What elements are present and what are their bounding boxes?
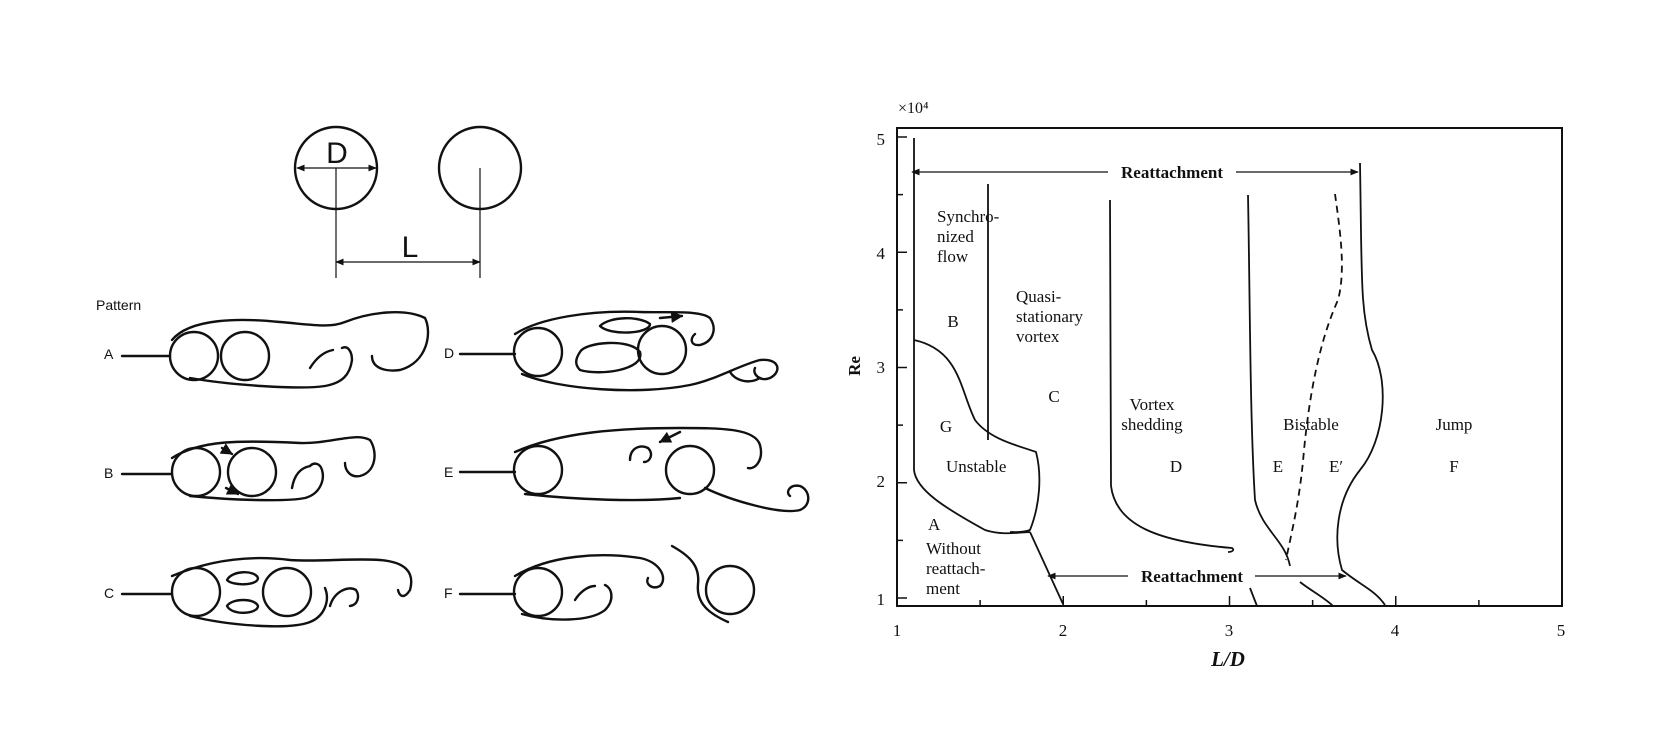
regime-map: 1 2 3 4 5 1 2 3 4 5 ×10⁴ L/D Re Reattach… bbox=[845, 100, 1565, 671]
pattern-label-b: B bbox=[104, 465, 113, 481]
region-f-label: F bbox=[1449, 457, 1458, 476]
region-eprime-label: E′ bbox=[1329, 457, 1343, 476]
boundary-jump bbox=[1336, 162, 1386, 606]
region-without-label: Without reattach-ment bbox=[926, 539, 986, 598]
pattern-label-d: D bbox=[444, 345, 454, 361]
x-tick-label: 4 bbox=[1391, 621, 1400, 640]
pattern-label-c: C bbox=[104, 585, 114, 601]
label-line: ment bbox=[926, 579, 960, 598]
pattern-d: D bbox=[444, 310, 779, 392]
pattern-f: F bbox=[444, 544, 756, 624]
region-jump-label: Jump bbox=[1436, 415, 1473, 434]
y-tick-label: 3 bbox=[877, 358, 886, 377]
boundary-synchronized bbox=[913, 138, 1031, 535]
label-line: stationary bbox=[1016, 307, 1084, 326]
reattachment-bottom-label: Reattachment bbox=[1141, 567, 1243, 586]
label-line: Without bbox=[926, 539, 981, 558]
diameter-label: D bbox=[326, 137, 348, 170]
pattern-label-e: E bbox=[444, 464, 453, 480]
boundary-lower-tail bbox=[1249, 587, 1258, 607]
x-tick-label: 3 bbox=[1225, 621, 1234, 640]
label-line: shedding bbox=[1121, 415, 1183, 434]
x-tick-label: 2 bbox=[1059, 621, 1068, 640]
pattern-heading: Pattern bbox=[96, 297, 141, 313]
region-vortex-label: Vortex shedding bbox=[1121, 395, 1183, 434]
y-axis-ticks bbox=[897, 136, 907, 599]
plot-frame bbox=[896, 127, 1563, 607]
region-bistable-label: Bistable bbox=[1283, 415, 1339, 434]
boundary-lower-tail bbox=[1299, 581, 1334, 607]
label-line: reattach- bbox=[926, 559, 986, 578]
y-tick-label: 1 bbox=[877, 590, 886, 609]
pattern-e: E bbox=[444, 426, 810, 513]
axis-multiplier: ×10⁴ bbox=[898, 100, 929, 117]
boundary-e-prime bbox=[1285, 193, 1343, 561]
boundary-without-reattachment bbox=[1029, 531, 1064, 605]
y-tick-label: 5 bbox=[877, 130, 886, 149]
boundary-vortex-shedding bbox=[1109, 199, 1235, 553]
region-c-label: C bbox=[1048, 387, 1059, 406]
y-tick-label: 2 bbox=[877, 472, 886, 491]
label-line: nized bbox=[937, 227, 974, 246]
y-tick-label: 4 bbox=[877, 244, 886, 263]
x-tick-label: 1 bbox=[893, 621, 902, 640]
pattern-b: B bbox=[104, 436, 376, 502]
spacing-label: L bbox=[402, 231, 419, 264]
reattachment-top-label: Reattachment bbox=[1121, 163, 1223, 182]
x-axis-label: L/D bbox=[1210, 647, 1245, 671]
pattern-a: A bbox=[104, 311, 430, 389]
label-line: vortex bbox=[1016, 327, 1060, 346]
pattern-c: C bbox=[104, 556, 413, 628]
region-synchronized-label: Synchro-nized flow bbox=[937, 207, 1000, 266]
pattern-label-a: A bbox=[104, 346, 114, 362]
label-line: Vortex bbox=[1129, 395, 1175, 414]
y-axis-label: Re bbox=[845, 356, 864, 376]
pattern-label-f: F bbox=[444, 585, 453, 601]
label-line: Quasi- bbox=[1016, 287, 1062, 306]
region-unstable-label: Unstable bbox=[946, 457, 1006, 476]
label-line: Synchro- bbox=[937, 207, 1000, 226]
boundary-bistable bbox=[1247, 194, 1291, 567]
region-g-label: G bbox=[940, 417, 952, 436]
region-quasi-label: Quasi-stationary vortex bbox=[1016, 287, 1084, 346]
x-axis-ticks bbox=[896, 596, 1563, 606]
x-tick-label: 5 bbox=[1557, 621, 1566, 640]
region-e-label: E bbox=[1273, 457, 1283, 476]
region-d-label: D bbox=[1170, 457, 1182, 476]
cylinder-schematic: D L bbox=[293, 125, 523, 278]
region-b-label: B bbox=[947, 312, 958, 331]
region-a-label: A bbox=[928, 515, 941, 534]
boundary-unstable bbox=[913, 339, 1041, 534]
label-line: flow bbox=[937, 247, 969, 266]
